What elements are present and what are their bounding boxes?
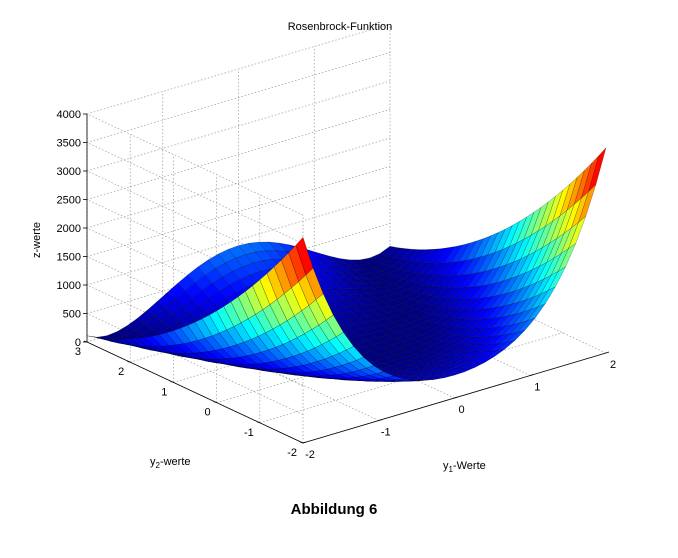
y1-tick-label: 1 bbox=[534, 382, 540, 394]
y2-tick-mark bbox=[256, 421, 260, 424]
tick-labels: -2-1012-2-101230500100015002000250030003… bbox=[57, 109, 617, 461]
y2-tick-label: 2 bbox=[118, 366, 124, 378]
y1-tick-label: -2 bbox=[305, 449, 315, 461]
y1-tick-mark bbox=[454, 396, 458, 399]
chart-title: Rosenbrock-Funktion bbox=[288, 21, 393, 33]
y1-tick-mark bbox=[302, 441, 307, 444]
y1-tick-label: -1 bbox=[381, 427, 391, 439]
y2-tick-label: 0 bbox=[204, 407, 210, 419]
grid-line bbox=[86, 166, 391, 257]
y2-tick-mark bbox=[170, 381, 174, 383]
y2-tick-mark bbox=[127, 360, 131, 363]
z-tick-label: 1500 bbox=[57, 252, 81, 264]
grid-line bbox=[86, 313, 304, 415]
y2-tick-mark bbox=[299, 441, 304, 444]
y2-axis-line bbox=[86, 341, 304, 444]
y1-tick-label: 0 bbox=[458, 404, 464, 416]
figure-caption: Abbildung 6 bbox=[291, 501, 378, 518]
y1-tick-mark bbox=[530, 374, 534, 376]
z-tick-label: 3000 bbox=[57, 166, 81, 178]
grid-line bbox=[86, 80, 391, 172]
grid-line bbox=[86, 113, 304, 216]
surface-patches bbox=[86, 147, 607, 382]
y1-axis-label: y1-Werte bbox=[443, 460, 486, 474]
y2-tick-label: -1 bbox=[244, 427, 254, 439]
axis-lines bbox=[83, 113, 610, 444]
grid-line bbox=[86, 52, 391, 143]
y2-axis-label: y2-werte bbox=[150, 456, 191, 470]
grid-line bbox=[86, 194, 391, 286]
y2-tick-mark bbox=[213, 401, 217, 403]
z-tick-label: 4000 bbox=[57, 109, 81, 121]
y1-tick-mark bbox=[378, 419, 382, 421]
y2-tick-label: 1 bbox=[161, 386, 167, 398]
z-tick-label: 2000 bbox=[57, 223, 81, 235]
grid-line bbox=[86, 23, 391, 115]
y1-tick-mark bbox=[605, 351, 610, 354]
z-tick-label: 0 bbox=[75, 337, 81, 349]
grid-line bbox=[86, 109, 391, 200]
grid-line bbox=[86, 137, 391, 229]
surface-patch bbox=[588, 147, 607, 192]
z-tick-label: 500 bbox=[63, 309, 81, 321]
z-tick-label: 3500 bbox=[57, 138, 81, 150]
z-tick-label: 2500 bbox=[57, 195, 81, 207]
y2-tick-label: 3 bbox=[75, 346, 81, 358]
z-tick-label: 1000 bbox=[57, 280, 81, 292]
y1-tick-label: 2 bbox=[610, 359, 616, 371]
z-axis-label: z-werte bbox=[31, 222, 43, 258]
y2-tick-label: -2 bbox=[287, 447, 297, 459]
grid-line bbox=[86, 142, 304, 244]
